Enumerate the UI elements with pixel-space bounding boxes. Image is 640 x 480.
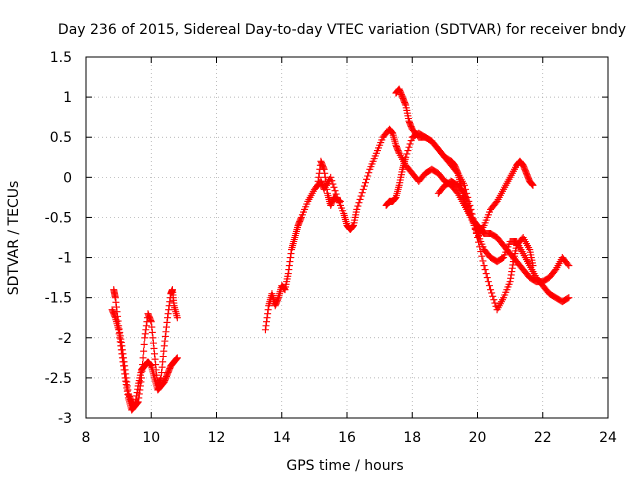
data-point (483, 274, 491, 282)
y-axis-label: SDTVAR / TECUs (6, 181, 22, 296)
data-point (405, 143, 413, 151)
data-point (139, 354, 147, 362)
data-point (336, 197, 344, 205)
data-point (467, 209, 475, 217)
data-point (353, 205, 361, 213)
data-point (357, 192, 365, 200)
y-tick-label: 1 (63, 90, 72, 106)
x-tick-label: 16 (338, 430, 356, 446)
data-point (173, 354, 181, 362)
data-point (361, 179, 369, 187)
data-point (466, 206, 474, 214)
data-point (482, 270, 490, 278)
data-point (529, 262, 537, 270)
series-track-3 (261, 125, 573, 334)
data-point (335, 197, 343, 205)
y-tick-label: 1.5 (50, 50, 72, 66)
data-point (328, 177, 336, 185)
axis-ticks: 8 10 12 14 16 18 20 22 24 1.5 1 0.5 0 -0.5 -1 -1.5 -2 -2.… (45, 50, 617, 446)
y-tick-label: 0.5 (50, 130, 72, 146)
data-point (360, 182, 368, 190)
grid-lines (86, 57, 608, 418)
series-track-4 (314, 157, 344, 209)
data-point (468, 213, 476, 221)
data-point (487, 286, 495, 294)
data-point (140, 347, 148, 355)
y-tick-label: 0 (63, 170, 72, 186)
data-point (529, 181, 537, 189)
series-track-7 (434, 157, 537, 241)
data-point (355, 199, 363, 207)
data-point (481, 266, 489, 274)
data-point (364, 172, 372, 180)
y-tick-label: -1 (58, 251, 72, 267)
data-point (485, 282, 493, 290)
data-point (477, 248, 485, 256)
x-axis-label: GPS time / hours (286, 458, 403, 474)
x-tick-label: 12 (208, 430, 226, 446)
x-tick-label: 8 (82, 430, 91, 446)
data-point (359, 185, 367, 193)
data-point (330, 183, 338, 191)
data-point (564, 294, 572, 302)
y-tick-label: -2.5 (45, 371, 72, 387)
data-point (488, 289, 496, 297)
data-point (460, 189, 468, 197)
data-point (469, 217, 477, 225)
data-point (459, 188, 467, 196)
data-point (404, 147, 412, 155)
data-point (331, 187, 339, 195)
x-tick-label: 10 (142, 430, 160, 446)
x-tick-label: 22 (534, 430, 552, 446)
data-point (491, 299, 499, 307)
data-point (465, 203, 473, 211)
data-point (402, 153, 410, 161)
data-point (329, 180, 337, 188)
data-point (358, 189, 366, 197)
data-point (406, 140, 414, 148)
data-point (484, 278, 492, 286)
data-point (565, 262, 573, 270)
data-point (407, 137, 415, 145)
data-point (403, 150, 411, 158)
data-points (108, 85, 573, 414)
chart-title: Day 236 of 2015, Sidereal Day-to-day VTE… (58, 22, 626, 38)
data-point (363, 175, 371, 183)
x-tick-label: 24 (599, 430, 617, 446)
data-point (480, 262, 488, 270)
data-point (478, 252, 486, 260)
data-point (356, 195, 364, 203)
data-point (475, 238, 483, 246)
data-point (476, 243, 484, 251)
y-tick-label: -2 (58, 331, 72, 347)
data-point (471, 225, 479, 233)
data-point (140, 340, 148, 348)
data-point (489, 292, 497, 300)
y-tick-label: -0.5 (45, 210, 72, 226)
y-tick-label: -3 (58, 411, 72, 427)
data-point (564, 260, 572, 268)
data-point (479, 257, 487, 265)
series-track-5 (382, 129, 537, 314)
data-point (365, 169, 373, 177)
data-point (463, 196, 471, 204)
series-track-2 (108, 306, 181, 414)
data-point (354, 202, 362, 210)
x-tick-label: 18 (403, 430, 421, 446)
x-tick-label: 20 (469, 430, 487, 446)
data-point (470, 221, 478, 229)
data-point (173, 314, 181, 322)
data-point (464, 199, 472, 207)
data-point (565, 294, 573, 302)
data-point (490, 296, 498, 304)
plot-frame (85, 56, 609, 419)
data-point (462, 193, 470, 201)
y-tick-label: -1.5 (45, 291, 72, 307)
x-tick-label: 14 (273, 430, 291, 446)
